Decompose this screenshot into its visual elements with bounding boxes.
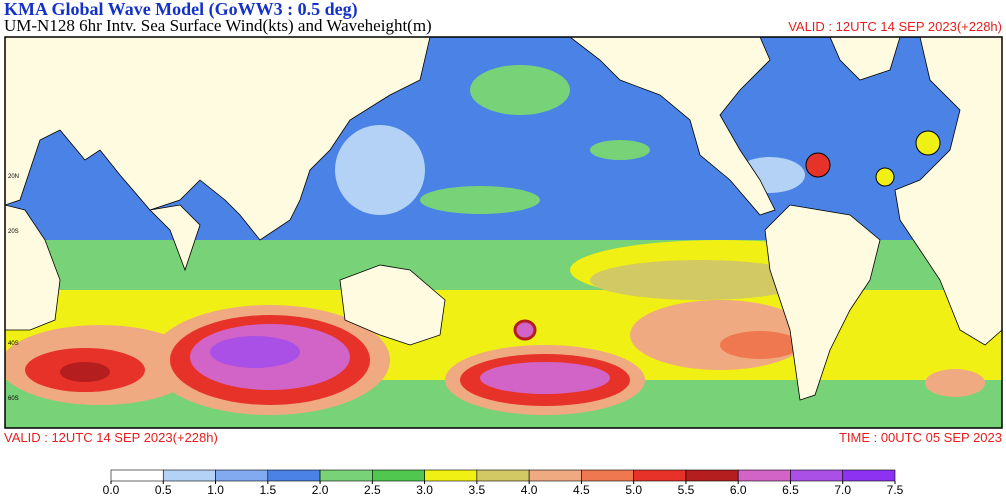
colorbar-bin bbox=[633, 469, 687, 482]
wave-area bbox=[590, 140, 650, 160]
run-time: TIME : 00UTC 05 SEP 2023 bbox=[839, 430, 1002, 445]
colorbar-label: 2.0 bbox=[312, 483, 329, 496]
land-south-america bbox=[764, 204, 881, 401]
wave-area bbox=[470, 65, 570, 115]
colorbar-label: 6.5 bbox=[782, 483, 799, 496]
colorbar-bin bbox=[424, 469, 478, 482]
colorbar-label: 1.5 bbox=[259, 483, 276, 496]
valid-bottom: VALID : 12UTC 14 SEP 2023(+228h) bbox=[4, 430, 218, 445]
wave-area bbox=[60, 362, 110, 382]
land-north-america bbox=[569, 37, 776, 216]
colorbar-label: 5.0 bbox=[625, 483, 642, 496]
land-africa-east bbox=[5, 204, 61, 331]
colorbar-bin bbox=[581, 469, 634, 482]
colorbar-bin bbox=[476, 469, 530, 482]
colorbar-bin bbox=[110, 469, 164, 482]
storm bbox=[915, 130, 941, 156]
colorbar-bin bbox=[737, 469, 791, 482]
land-africa-europe bbox=[894, 37, 1002, 346]
lat-label: 20S bbox=[8, 229, 19, 235]
title: KMA Global Wave Model (GoWW3 : 0.5 deg) bbox=[4, 0, 358, 20]
storm bbox=[875, 167, 895, 187]
colorbar-label: 0.0 bbox=[103, 483, 120, 496]
map-frame bbox=[4, 36, 1003, 429]
valid-top: VALID : 12UTC 14 SEP 2023(+228h) bbox=[788, 19, 1002, 34]
colorbar-label: 6.0 bbox=[730, 483, 747, 496]
colorbar-label: 4.0 bbox=[521, 483, 538, 496]
wave-area bbox=[335, 125, 425, 215]
colorbar-label: 5.5 bbox=[678, 483, 695, 496]
colorbar-bin bbox=[790, 469, 844, 482]
colorbar-label: 4.5 bbox=[573, 483, 590, 496]
colorbar-label: 0.5 bbox=[155, 483, 172, 496]
colorbar-label: 1.0 bbox=[207, 483, 224, 496]
storm bbox=[805, 152, 831, 178]
colorbar-bin bbox=[162, 469, 216, 482]
land-australia bbox=[339, 264, 446, 346]
colorbar-bin bbox=[842, 469, 896, 482]
wave-area bbox=[420, 186, 540, 214]
land-eurasia bbox=[5, 37, 431, 241]
colorbar-label: 3.0 bbox=[416, 483, 433, 496]
colorbar: 0.0 0.5 1.0 1.5 2.0 2.5 3.0 3.5 4.0 4.5 5.0 5.5 6.0 6… bbox=[103, 469, 904, 496]
colorbar-label: 7.5 bbox=[887, 483, 904, 496]
colorbar-bin bbox=[372, 469, 425, 482]
wave-area bbox=[720, 331, 800, 359]
colorbar-label: 7.0 bbox=[834, 483, 851, 496]
colorbar-bin bbox=[215, 469, 269, 482]
colorbar-label: 2.5 bbox=[364, 483, 381, 496]
wave-area bbox=[210, 336, 300, 368]
colorbar-label: 3.5 bbox=[469, 483, 486, 496]
lat-label: 20N bbox=[8, 174, 19, 180]
colorbar-bin bbox=[319, 469, 373, 482]
lat-label: 40S bbox=[8, 341, 19, 347]
colorbar-bin bbox=[528, 469, 582, 482]
wave-area bbox=[513, 319, 537, 341]
lat-label: 60S bbox=[8, 396, 19, 402]
wave-area bbox=[590, 260, 810, 300]
subtitle: UM-N128 6hr Intv. Sea Surface Wind(kts) … bbox=[4, 16, 432, 35]
colorbar-bin bbox=[685, 469, 739, 482]
wave-area bbox=[925, 369, 985, 397]
map: 20N 20S 40S 60S bbox=[4, 36, 1003, 429]
wave-area bbox=[480, 362, 610, 394]
land-greenland bbox=[829, 37, 901, 81]
colorbar-bin bbox=[267, 469, 321, 482]
land-india bbox=[149, 204, 201, 272]
